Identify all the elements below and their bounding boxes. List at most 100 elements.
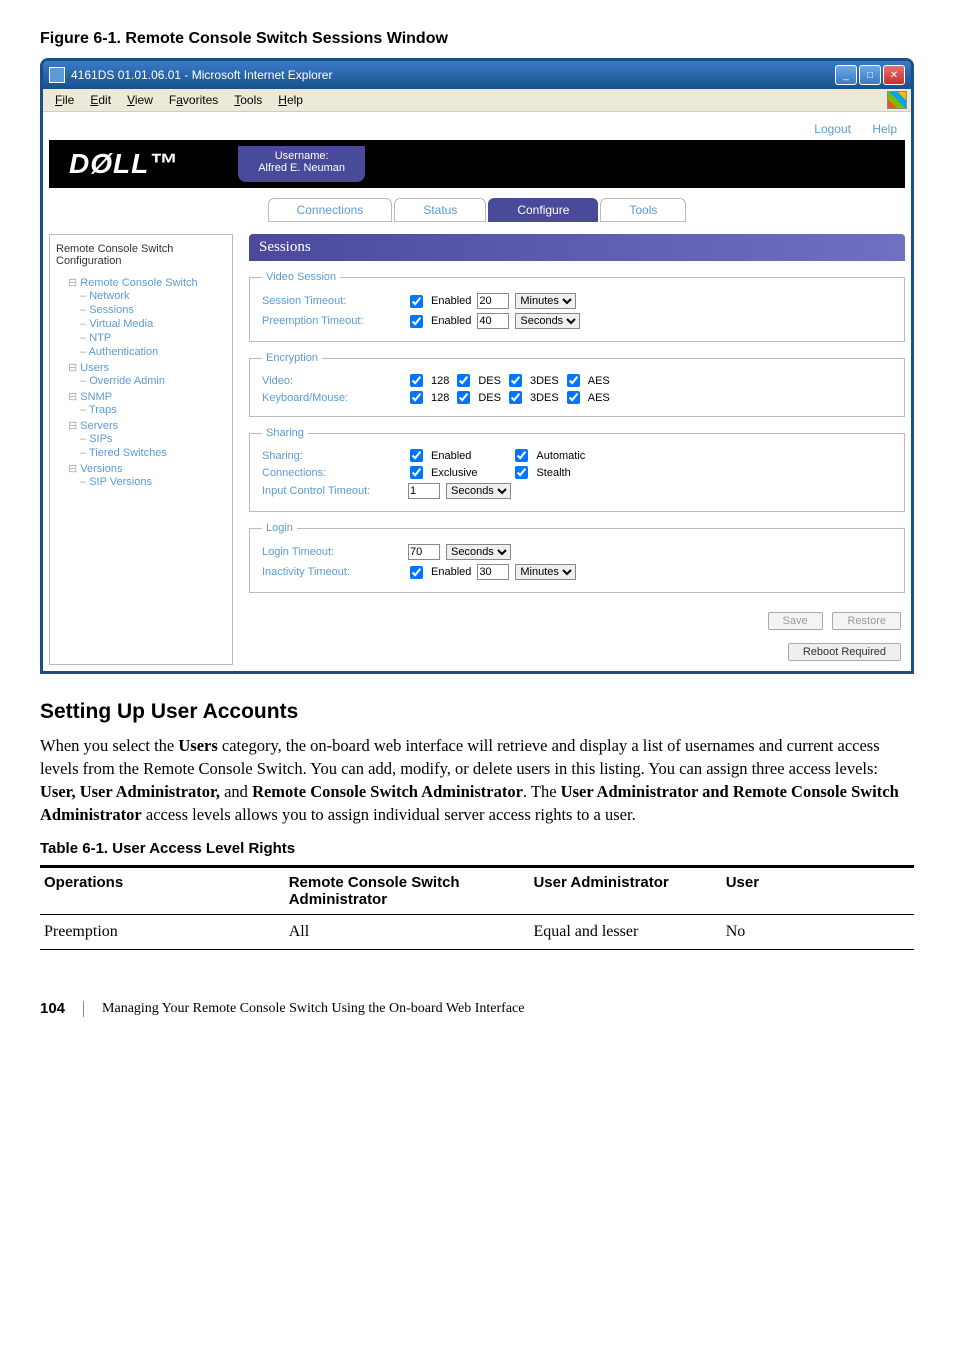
titlebar: 4161DS 01.01.06.01 - Microsoft Internet … [43,61,911,89]
tree-root[interactable]: Remote Console Switch Network Sessions V… [68,275,226,360]
kb-des-checkbox[interactable] [457,391,470,404]
tree-servers[interactable]: Servers SIPs Tiered Switches [68,418,226,461]
restore-button[interactable]: Restore [832,612,901,630]
td-user-admin: Equal and lesser [529,915,721,950]
menubar: File Edit View Favorites Tools Help [43,89,911,112]
th-operations: Operations [40,867,285,915]
inactivity-timeout-unit[interactable]: Minutes [515,564,576,580]
connections-stealth-text: Stealth [536,467,570,479]
tree-users[interactable]: Users Override Admin [68,360,226,389]
tree-network[interactable]: Network [80,289,226,303]
tree-override-admin[interactable]: Override Admin [80,374,226,388]
rights-table: Operations Remote Console Switch Adminis… [40,865,914,950]
input-control-label: Input Control Timeout: [262,485,402,497]
table-caption: Table 6-1. User Access Level Rights [40,840,914,857]
help-link[interactable]: Help [872,122,897,136]
legend-sharing: Sharing [262,427,308,439]
tree-sessions[interactable]: Sessions [80,303,226,317]
kb-3des-label: 3DES [530,392,559,404]
session-timeout-enabled-text: Enabled [431,295,471,307]
username-box: Username: Alfred E. Neuman [238,146,365,182]
preemption-timeout-unit[interactable]: Seconds [515,313,580,329]
fieldset-encryption: Encryption Video: 128 DES 3DES AES Keybo… [249,352,905,417]
login-timeout-unit[interactable]: Seconds [446,544,511,560]
tree-panel: Remote Console Switch Configuration Remo… [49,234,233,665]
tab-configure[interactable]: Configure [488,198,598,222]
logout-link[interactable]: Logout [814,122,851,136]
menu-file[interactable]: File [47,91,82,109]
tree-sip-versions[interactable]: SIP Versions [80,475,226,489]
menu-help[interactable]: Help [270,91,311,109]
video-128-checkbox[interactable] [410,374,423,387]
tab-status[interactable]: Status [394,198,486,222]
tree-tiered-switches[interactable]: Tiered Switches [80,446,226,460]
kb-128-label: 128 [431,392,449,404]
legend-video-session: Video Session [262,271,340,283]
menu-edit[interactable]: Edit [82,91,119,109]
preemption-timeout-value[interactable] [477,313,509,329]
footer-divider [83,1001,84,1017]
windows-flag-icon [887,91,907,109]
maximize-button[interactable]: □ [859,65,881,85]
tree-snmp[interactable]: SNMP Traps [68,389,226,418]
tree-sips[interactable]: SIPs [80,432,226,446]
session-timeout-label: Session Timeout: [262,295,402,307]
connections-exclusive-checkbox[interactable] [410,466,423,479]
kb-3des-checkbox[interactable] [509,391,522,404]
tab-connections[interactable]: Connections [268,198,393,222]
kb-aes-checkbox[interactable] [567,391,580,404]
username-label: Username: [258,150,345,162]
tree-versions[interactable]: Versions SIP Versions [68,461,226,490]
config-panel: Sessions Video Session Session Timeout: … [249,234,905,665]
legend-encryption: Encryption [262,352,322,364]
keyboard-enc-label: Keyboard/Mouse: [262,392,402,404]
tree-authentication[interactable]: Authentication [80,345,226,359]
inactivity-enabled-checkbox[interactable] [410,566,423,579]
fieldset-sharing: Sharing Sharing: Enabled Automatic Conne… [249,427,905,512]
menu-favorites[interactable]: Favorites [161,91,226,109]
video-enc-label: Video: [262,375,402,387]
tree-ntp[interactable]: NTP [80,331,226,345]
connections-stealth-checkbox[interactable] [515,466,528,479]
body-paragraph: When you select the Users category, the … [40,734,914,826]
ie-icon [49,67,65,83]
input-control-unit[interactable]: Seconds [446,483,511,499]
video-des-label: DES [478,375,501,387]
inactivity-timeout-value[interactable] [477,564,509,580]
sharing-automatic-checkbox[interactable] [515,449,528,462]
save-button[interactable]: Save [768,612,823,630]
header-bar: DØLL™ Username: Alfred E. Neuman [49,140,905,188]
connections-exclusive-text: Exclusive [431,467,477,479]
tab-row: Connections Status Configure Tools [49,198,905,222]
kb-aes-label: AES [588,392,610,404]
preemption-timeout-label: Preemption Timeout: [262,315,402,327]
td-rcs-admin: All [285,915,530,950]
menu-tools[interactable]: Tools [226,91,270,109]
video-aes-checkbox[interactable] [567,374,580,387]
menu-view[interactable]: View [119,91,161,109]
sharing-enabled-checkbox[interactable] [410,449,423,462]
section-heading: Setting Up User Accounts [40,700,914,724]
video-aes-label: AES [588,375,610,387]
session-timeout-value[interactable] [477,293,509,309]
tree-virtual-media[interactable]: Virtual Media [80,317,226,331]
session-timeout-unit[interactable]: Minutes [515,293,576,309]
tab-tools[interactable]: Tools [600,198,686,222]
session-timeout-enabled-checkbox[interactable] [410,295,423,308]
preemption-timeout-enabled-checkbox[interactable] [410,315,423,328]
close-button[interactable]: ✕ [883,65,905,85]
panel-header: Sessions [249,234,905,261]
fieldset-video-session: Video Session Session Timeout: Enabled M… [249,271,905,342]
video-3des-checkbox[interactable] [509,374,522,387]
tree-title: Remote Console Switch Configuration [56,243,226,267]
top-links: Logout Help [49,118,905,140]
reboot-required-button[interactable]: Reboot Required [788,643,901,661]
input-control-value[interactable] [408,483,440,499]
video-des-checkbox[interactable] [457,374,470,387]
sharing-automatic-text: Automatic [536,450,585,462]
inactivity-timeout-label: Inactivity Timeout: [262,566,402,578]
login-timeout-value[interactable] [408,544,440,560]
kb-128-checkbox[interactable] [410,391,423,404]
minimize-button[interactable]: _ [835,65,857,85]
tree-traps[interactable]: Traps [80,403,226,417]
